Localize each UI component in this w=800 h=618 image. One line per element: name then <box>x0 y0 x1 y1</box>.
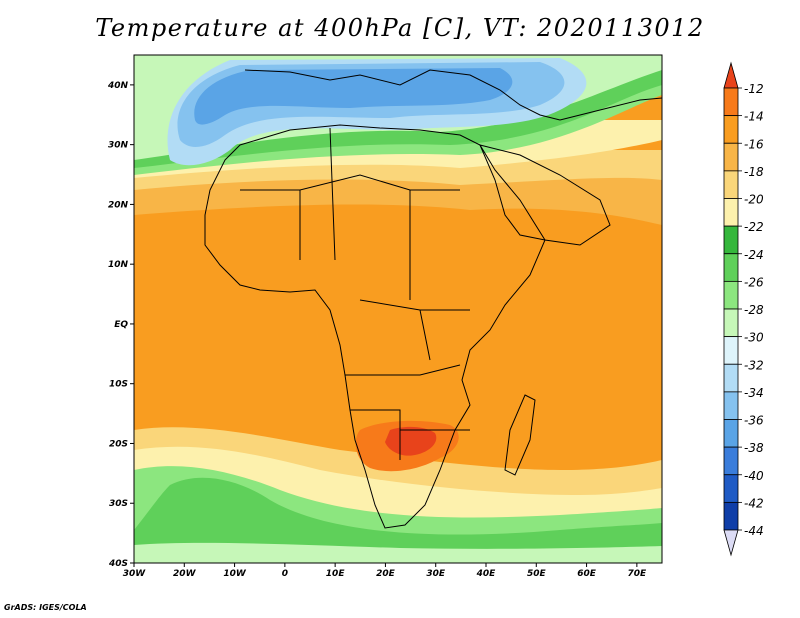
colorbar-swatch <box>723 142 739 172</box>
lat-tick-label: 40N <box>107 81 129 91</box>
colorbar-label: -18 <box>744 165 764 179</box>
longitude-axis: 30W 20W 10W 0 10E 20E 30E 40E 50E 60E 70E <box>123 563 647 579</box>
colorbar-swatch <box>723 253 739 282</box>
colorbar-label: -26 <box>744 275 764 289</box>
colorbar-swatch <box>723 363 739 393</box>
lon-tick-label: 60E <box>577 569 597 579</box>
latitude-axis: 40N 30N 20N 10N EQ 10S 20S 30S 40S <box>107 81 134 569</box>
colorbar-label: -12 <box>744 82 764 96</box>
colorbar-label: -22 <box>744 220 764 234</box>
colorbar-swatch <box>723 419 739 448</box>
colorbar-swatch <box>723 198 739 227</box>
colorbar-label: -28 <box>744 303 764 317</box>
colorbar-label: -40 <box>744 469 764 483</box>
colorbar-label: -14 <box>744 110 764 124</box>
colorbar-swatch <box>723 87 739 117</box>
colorbar-top-arrow <box>723 61 739 89</box>
lon-tick-label: 70E <box>628 569 648 579</box>
lon-tick-label: 40E <box>476 569 497 579</box>
credit-label: GrADS: IGES/COLA <box>4 603 87 612</box>
colorbar: -12 -14 -16 -18 -20 -22 -24 -26 -28 -30 -32 -34 -36 -… <box>723 61 764 557</box>
colorbar-label: -44 <box>744 524 764 538</box>
colorbar-label: -34 <box>744 386 764 400</box>
colorbar-bottom-arrow <box>723 529 739 557</box>
colorbar-swatch <box>723 474 739 503</box>
lat-tick-label: 10S <box>109 380 128 390</box>
lat-tick-label: 20S <box>109 439 128 449</box>
lon-tick-label: 30E <box>426 569 446 579</box>
coastlines <box>204 69 662 529</box>
colorbar-label: -36 <box>744 414 764 428</box>
colorbar-swatch <box>723 446 739 476</box>
lon-tick-label: 10E <box>326 569 346 579</box>
lon-tick-label: 20E <box>376 569 396 579</box>
lon-tick-label: 0 <box>282 569 288 579</box>
colorbar-swatch <box>723 280 739 310</box>
temperature-field <box>134 55 662 563</box>
lat-tick-label: 30S <box>109 499 128 509</box>
colorbar-label: -32 <box>744 358 764 372</box>
colorbar-label: -38 <box>744 441 764 455</box>
colorbar-swatch <box>723 170 739 199</box>
lon-tick-label: 50E <box>527 569 547 579</box>
lat-tick-label: 20N <box>108 200 129 210</box>
colorbar-label: -24 <box>744 248 764 262</box>
chart-title: Temperature at 400hPa [C], VT: 202011301… <box>95 14 705 42</box>
colorbar-label: -20 <box>744 193 764 207</box>
map-frame <box>133 54 663 564</box>
colorbar-swatch <box>723 115 739 144</box>
colorbar-swatch <box>723 308 739 338</box>
colorbar-label: -30 <box>744 331 764 345</box>
lat-tick-label: EQ <box>114 320 128 330</box>
lat-tick-label: 40S <box>108 559 128 569</box>
colorbar-swatch <box>723 225 739 255</box>
colorbar-swatch <box>723 501 739 531</box>
colorbar-swatch <box>723 336 739 365</box>
lon-tick-label: 30W <box>123 569 147 579</box>
colorbar-label: -16 <box>744 137 764 151</box>
lat-tick-label: 10N <box>108 260 129 270</box>
colorbar-swatch <box>723 391 739 420</box>
lon-tick-label: 10W <box>223 569 247 579</box>
colorbar-label: -42 <box>744 496 764 510</box>
lon-tick-label: 20W <box>173 569 197 579</box>
lat-tick-label: 30N <box>108 141 129 151</box>
